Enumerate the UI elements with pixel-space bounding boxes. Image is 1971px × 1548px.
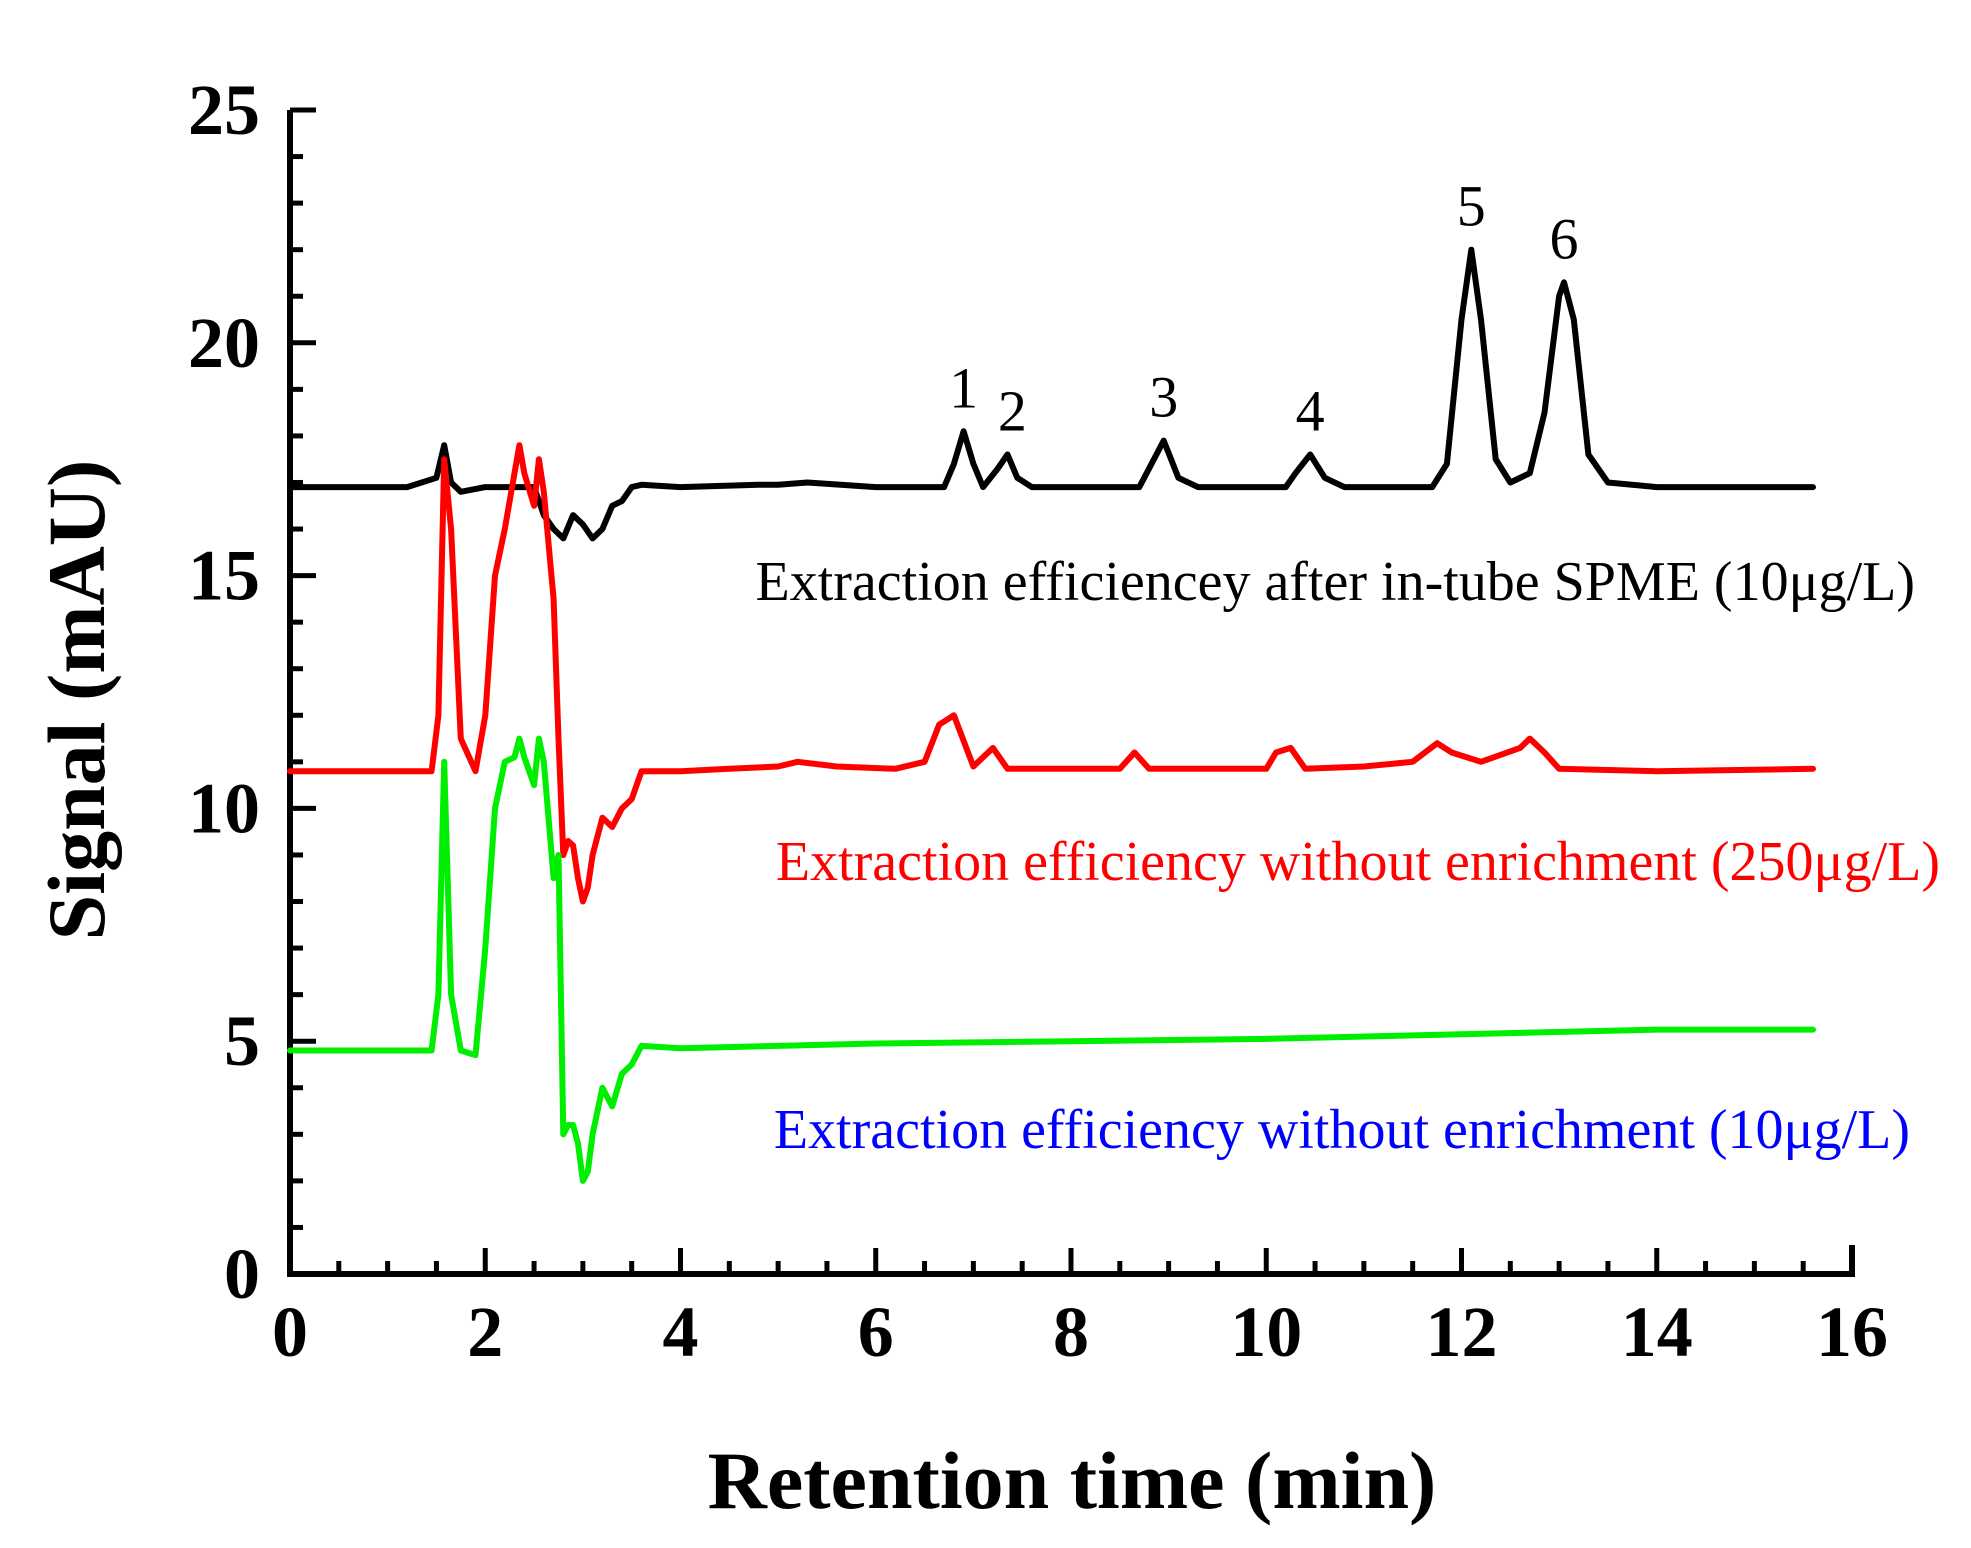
x-tick-label: 0 (272, 1292, 308, 1372)
peak-label: 2 (998, 379, 1027, 444)
x-tick-label: 6 (858, 1292, 894, 1372)
peak-labels: 1 2 3 456 (949, 174, 1578, 444)
x-tick-label: 8 (1053, 1292, 1089, 1372)
series-line-2 (287, 442, 1816, 905)
peak-label: 6 (1550, 206, 1579, 271)
x-tick-label: 2 (467, 1292, 503, 1372)
y-axis-title: Signal (mAU) (31, 460, 122, 941)
peak-label: 1 (949, 355, 978, 420)
x-tick-label: 16 (1816, 1292, 1888, 1372)
series-label-3: Extraction efficiency without enrichment… (774, 1099, 1910, 1161)
y-tick-label: 5 (224, 1001, 260, 1081)
series-lines (287, 246, 1816, 1184)
series-label-1: Extraction efficiencey after in-tube SPM… (756, 551, 1915, 613)
peak-label: 4 (1296, 379, 1325, 444)
y-tick-label: 10 (188, 768, 260, 848)
peak-label: 3 (1149, 365, 1178, 430)
ticks (287, 107, 1855, 1277)
series-line-3 (287, 735, 1816, 1184)
y-tick-label: 0 (224, 1234, 260, 1314)
y-tick-label: 25 (188, 70, 260, 150)
series-label-2: Extraction efficiency without enrichment… (776, 831, 1940, 893)
x-tick-label: 4 (663, 1292, 699, 1372)
x-tick-label: 12 (1426, 1292, 1498, 1372)
y-tick-label: 20 (188, 303, 260, 383)
x-axis-title: Retention time (min) (708, 1435, 1437, 1526)
series-line-1 (287, 246, 1816, 542)
series-labels: Extraction efficiencey after in-tube SPM… (756, 551, 1940, 1161)
x-tick-label: 10 (1230, 1292, 1302, 1372)
y-tick-label: 15 (188, 536, 260, 616)
peak-label: 5 (1457, 174, 1486, 239)
x-tick-label: 14 (1621, 1292, 1693, 1372)
